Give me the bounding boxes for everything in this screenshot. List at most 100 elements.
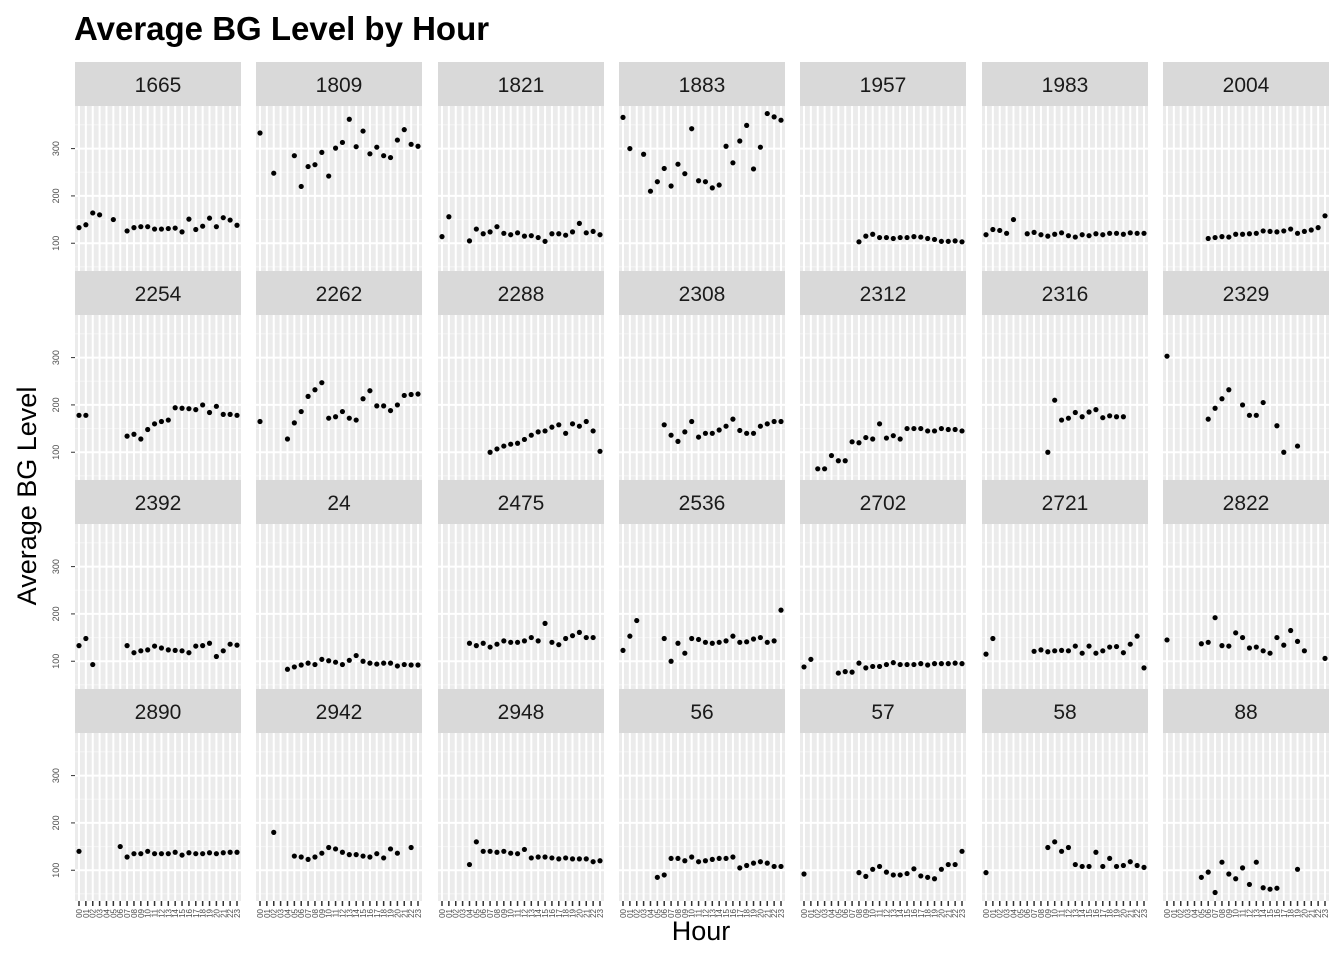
facet-strip-label: 2288 [498, 283, 545, 306]
x-tick-label: 01 [807, 908, 816, 917]
panel-background [75, 733, 241, 901]
panel-background [75, 106, 241, 274]
data-point [514, 230, 521, 236]
data-point [1079, 232, 1085, 238]
data-point [151, 851, 158, 857]
data-point [675, 161, 681, 167]
data-point [76, 643, 82, 649]
panel-background [800, 733, 966, 901]
data-point [271, 829, 277, 835]
x-tick-label: 17 [917, 908, 926, 917]
x-tick-label: 17 [373, 908, 382, 917]
data-point [446, 214, 452, 220]
data-point [1322, 655, 1328, 662]
data-point [842, 458, 848, 464]
data-point [627, 633, 633, 639]
data-point [597, 232, 603, 238]
data-point [172, 647, 178, 653]
x-tick-label: 04 [1009, 908, 1018, 917]
data-point [583, 230, 589, 236]
facet-panel-58: 58 00010203040506070809101112131415161718… [982, 689, 1149, 918]
x-tick-label: 02 [633, 908, 642, 917]
data-point [83, 635, 89, 642]
facet-strip [619, 689, 785, 733]
x-tick-label: 08 [493, 908, 502, 917]
data-point [1079, 863, 1085, 870]
data-point [480, 231, 486, 237]
x-tick-label: 00 [800, 908, 809, 917]
x-tick-label: 04 [465, 908, 474, 917]
x-tick-label: 12 [338, 908, 347, 917]
data-point [401, 127, 407, 133]
x-tick-label: 23 [414, 908, 423, 917]
chart-title: Average BG Level by Hour [74, 10, 489, 47]
x-tick-label: 22 [770, 908, 779, 917]
facet-strip [75, 689, 241, 733]
data-point [1141, 665, 1147, 671]
data-point [131, 225, 137, 231]
data-point [702, 430, 709, 436]
data-point [319, 850, 325, 856]
x-tick-label: 09 [318, 908, 327, 917]
data-point [1127, 641, 1133, 647]
data-point [521, 233, 528, 239]
facet-strip [800, 689, 966, 733]
facet-strip-label: 1821 [498, 74, 545, 97]
data-point [737, 138, 743, 144]
data-point [1274, 423, 1280, 429]
facet-strip-label: 24 [327, 492, 351, 515]
data-point [856, 440, 862, 446]
y-tick-label: 200 [51, 815, 61, 830]
data-point [387, 407, 394, 414]
y-tick-label: 100 [51, 236, 61, 251]
data-point [883, 435, 890, 441]
data-point [1065, 233, 1072, 239]
x-tick-label: 12 [157, 908, 166, 917]
data-point [319, 149, 325, 155]
data-point [172, 405, 178, 411]
x-tick-label: 00 [619, 908, 628, 917]
data-point [737, 865, 743, 871]
data-point [220, 215, 226, 221]
facet-panel-2822: 2822 [1163, 480, 1329, 692]
x-tick-label: 03 [277, 908, 286, 917]
data-point [938, 425, 944, 432]
data-point [764, 421, 770, 427]
data-point [326, 415, 332, 421]
x-tick-label: 02 [452, 908, 461, 917]
x-tick-label: 17 [555, 908, 564, 917]
x-tick-label: 05 [834, 908, 843, 917]
data-point [401, 392, 407, 399]
data-point [771, 638, 777, 644]
x-tick-label: 13 [345, 908, 354, 917]
facet-strip-label: 1983 [1042, 74, 1089, 97]
facet-strip [1163, 689, 1329, 733]
x-tick-label: 03 [96, 908, 105, 917]
data-point [494, 849, 500, 855]
x-tick-label: 22 [226, 908, 235, 917]
data-point [257, 418, 263, 425]
data-point [535, 234, 541, 241]
data-point [542, 620, 548, 626]
x-tick-label: 11 [876, 908, 885, 917]
data-point [487, 644, 493, 650]
facet-panel-1983: 1983 [982, 62, 1148, 274]
data-point [1065, 648, 1072, 654]
x-tick-label: 02 [270, 908, 279, 917]
facet-panel-2948: 2948 000102030405060708091011121314151617… [438, 689, 605, 918]
y-tick-label: 300 [51, 350, 61, 365]
data-point [689, 418, 695, 425]
data-point [1294, 866, 1301, 872]
data-point [695, 434, 702, 440]
data-point [620, 114, 626, 120]
data-point [695, 859, 702, 865]
x-tick-label: 15 [722, 908, 731, 917]
data-point [597, 858, 603, 864]
x-tick-label: 10 [144, 908, 153, 917]
data-point [990, 226, 996, 233]
data-point [702, 179, 709, 185]
data-point [480, 640, 486, 646]
data-point [213, 851, 219, 857]
facet-strip-label: 1809 [316, 74, 363, 97]
data-point [319, 380, 325, 386]
